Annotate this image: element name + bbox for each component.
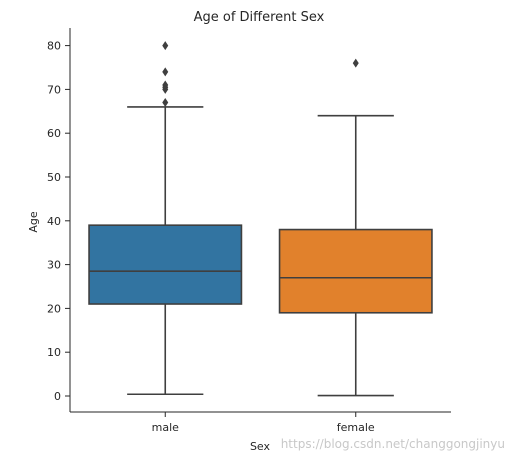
y-tick-label: 50 (47, 171, 61, 184)
y-tick-label: 0 (54, 390, 61, 403)
watermark-text: https://blog.csdn.net/changgongjinyu (281, 437, 505, 451)
y-tick-label: 20 (47, 302, 61, 315)
x-tick-label: female (337, 421, 375, 434)
box-series (88, 41, 433, 397)
box-body (88, 224, 243, 305)
chart-title: Age of Different Sex (194, 10, 325, 25)
y-tick-label: 80 (47, 40, 61, 53)
box-male (88, 41, 243, 396)
y-axis-ticks: 0 10 20 30 40 50 60 70 80 (47, 40, 70, 403)
y-tick-label: 40 (47, 215, 61, 228)
x-tick-label: male (152, 421, 180, 434)
y-axis-title: Age (27, 211, 40, 233)
outlier-point (352, 58, 359, 68)
box-female (278, 58, 433, 397)
y-tick-label: 30 (47, 259, 61, 272)
x-axis-title: Sex (250, 440, 271, 453)
x-axis-ticks: male female (152, 412, 375, 434)
y-tick-label: 70 (47, 83, 61, 96)
outlier-point (162, 80, 169, 90)
outlier-point (162, 41, 169, 51)
y-tick-label: 60 (47, 127, 61, 140)
box-body (278, 228, 433, 314)
y-tick-label: 10 (47, 346, 61, 359)
outlier-point (162, 98, 169, 108)
outlier-point (162, 67, 169, 77)
